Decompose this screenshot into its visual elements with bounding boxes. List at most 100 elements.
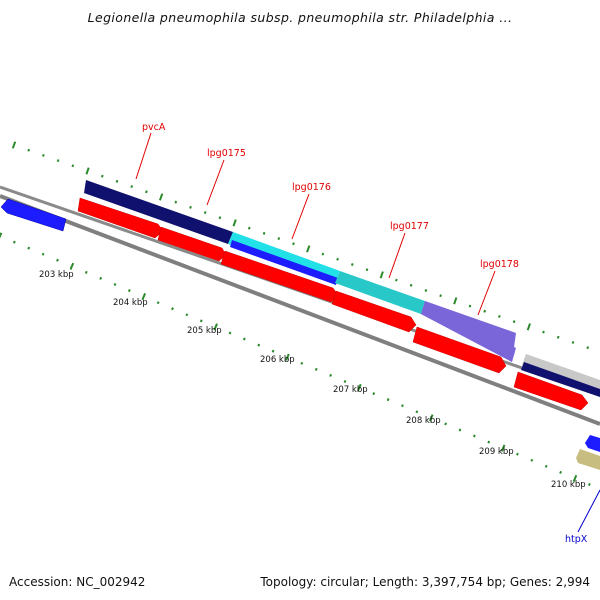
kbp-label: 203 kbp xyxy=(39,270,74,280)
gene-label-pvcA[interactable]: pvcA xyxy=(142,122,166,133)
minor-tick xyxy=(71,164,75,168)
kbp-label: 210 kbp xyxy=(551,480,586,490)
minor-tick xyxy=(271,349,275,353)
minor-tick xyxy=(156,301,160,305)
minor-tick xyxy=(472,434,476,438)
major-tick xyxy=(85,167,90,175)
minor-tick xyxy=(242,337,246,341)
minor-tick xyxy=(336,257,339,261)
outer-tick-track xyxy=(11,141,590,350)
minor-tick xyxy=(27,246,31,250)
minor-tick xyxy=(174,200,178,204)
minor-tick xyxy=(42,153,45,157)
minor-tick xyxy=(41,252,45,256)
accession-text: Accession: NC_002942 xyxy=(9,575,146,589)
major-tick xyxy=(379,271,384,279)
gene-label-lpg0177[interactable]: lpg0177 xyxy=(390,221,429,232)
major-tick xyxy=(213,323,218,331)
minor-tick xyxy=(56,258,59,262)
gene-label-htpX[interactable]: htpX xyxy=(565,534,588,545)
gene-arrow-blue-left[interactable] xyxy=(0,198,67,232)
minor-tick xyxy=(401,404,404,408)
genome-summary-text: Topology: circular; Length: 3,397,754 bp… xyxy=(260,575,590,589)
cds-arrow-pvcA[interactable] xyxy=(77,197,164,239)
feature-track-upper xyxy=(84,180,600,397)
kbp-label: 207 kbp xyxy=(333,385,368,395)
gene-arrow-khaki[interactable] xyxy=(576,449,600,470)
cds-arrow-lpg0177[interactable] xyxy=(331,290,417,333)
minor-tick xyxy=(257,343,261,347)
minor-tick xyxy=(424,289,428,292)
gene-label-leaders xyxy=(135,132,600,533)
minor-tick xyxy=(12,240,16,244)
major-tick xyxy=(11,141,17,149)
major-tick xyxy=(428,414,434,422)
feature-lavender-end[interactable] xyxy=(421,301,516,362)
major-tick xyxy=(141,293,147,301)
minor-tick xyxy=(100,174,104,178)
kbp-label: 209 kbp xyxy=(479,447,514,457)
minor-tick xyxy=(99,276,103,280)
minor-tick xyxy=(189,205,192,209)
minor-tick xyxy=(556,335,560,339)
minor-tick xyxy=(516,452,519,456)
major-tick xyxy=(357,383,362,392)
feature-teal-segment[interactable] xyxy=(335,271,425,314)
kbp-label: 208 kbp xyxy=(406,416,441,426)
cds-arrow-lpg0178[interactable] xyxy=(412,326,507,374)
minor-tick xyxy=(542,330,545,334)
minor-tick xyxy=(292,242,295,246)
major-tick xyxy=(306,245,311,253)
minor-tick xyxy=(171,307,174,311)
minor-tick xyxy=(586,346,590,350)
major-tick xyxy=(69,262,75,270)
minor-tick xyxy=(277,237,281,241)
map-title: Legionella pneumophila subsp. pneumophil… xyxy=(87,10,513,25)
gene-label-lpg0176[interactable]: lpg0176 xyxy=(292,182,331,193)
minor-tick xyxy=(199,319,203,323)
cds-arrow-right[interactable] xyxy=(513,371,589,411)
feature-blue-segment[interactable] xyxy=(230,240,338,285)
minor-tick xyxy=(130,185,134,189)
minor-tick xyxy=(185,313,189,317)
kbp-label: 205 kbp xyxy=(187,326,222,336)
gene-arrow-blue-right[interactable] xyxy=(585,435,600,452)
minor-tick xyxy=(84,270,88,274)
minor-tick xyxy=(559,470,563,474)
minor-tick xyxy=(262,231,266,235)
cds-arrow-lpg0175[interactable] xyxy=(157,226,227,262)
minor-tick xyxy=(498,314,501,318)
gene-label-lpg0175[interactable]: lpg0175 xyxy=(207,148,246,159)
kbp-label: 204 kbp xyxy=(113,298,148,308)
major-tick xyxy=(453,297,458,305)
minor-tick xyxy=(483,309,487,313)
backbone-strand-lower xyxy=(0,194,600,426)
minor-tick xyxy=(587,483,591,486)
minor-tick xyxy=(314,367,318,371)
minor-tick xyxy=(113,282,117,287)
minor-tick xyxy=(27,148,31,152)
minor-tick xyxy=(409,283,413,287)
minor-tick xyxy=(203,211,207,215)
minor-tick xyxy=(300,361,304,365)
minor-tick xyxy=(439,294,442,298)
minor-tick xyxy=(321,252,325,256)
minor-tick xyxy=(444,422,448,426)
minor-tick xyxy=(487,440,491,444)
minor-tick xyxy=(458,428,462,432)
minor-tick xyxy=(127,289,131,293)
feature-navy-right[interactable] xyxy=(521,362,600,397)
minor-tick xyxy=(343,379,347,384)
feature-navy-segment[interactable] xyxy=(84,180,233,244)
minor-tick xyxy=(386,398,390,402)
minor-tick xyxy=(115,179,119,183)
major-tick xyxy=(500,444,506,452)
major-tick xyxy=(572,474,578,483)
kbp-label: 206 kbp xyxy=(260,355,295,365)
minor-tick xyxy=(329,373,333,377)
cds-track xyxy=(77,197,589,411)
major-tick xyxy=(158,193,164,201)
gene-label-lpg0178[interactable]: lpg0178 xyxy=(480,259,519,270)
minor-tick xyxy=(530,458,534,462)
